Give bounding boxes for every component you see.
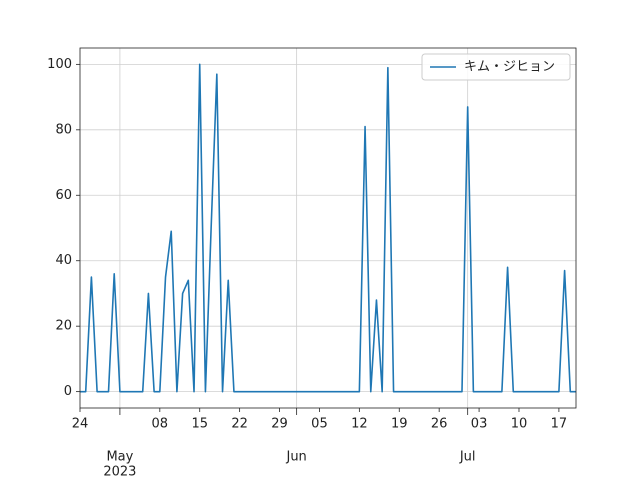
y-tick-label: 100 [47,57,72,72]
y-tick-label: 80 [55,122,72,137]
x-major-year: 2023 [103,465,136,480]
legend-label: キム・ジヒョン [464,60,555,75]
x-tick-label: 22 [231,417,248,432]
y-tick-label: 60 [55,188,72,203]
x-tick-label: 15 [191,417,208,432]
x-tick-label: 19 [391,417,408,432]
x-tick-label: 17 [551,417,568,432]
y-tick-label: 40 [55,253,72,268]
x-major-label: May [106,450,133,465]
x-tick-label: 29 [271,417,288,432]
x-tick-label: 03 [471,417,488,432]
line-series [80,63,576,393]
x-tick-label: 24 [72,417,89,432]
legend: キム・ジヒョン [421,53,571,81]
x-major-label: Jun [285,450,306,465]
x-tick-label: 26 [431,417,448,432]
y-tick-label: 20 [55,319,72,334]
y-tick-label: 0 [64,384,72,399]
x-major-label: Jul [459,450,476,465]
legend-box [421,53,571,81]
x-tick-label: 08 [152,417,169,432]
x-tick-label: 12 [351,417,368,432]
plot-frame [79,47,577,409]
x-tick-label: 10 [511,417,528,432]
x-tick-label: 05 [311,417,328,432]
